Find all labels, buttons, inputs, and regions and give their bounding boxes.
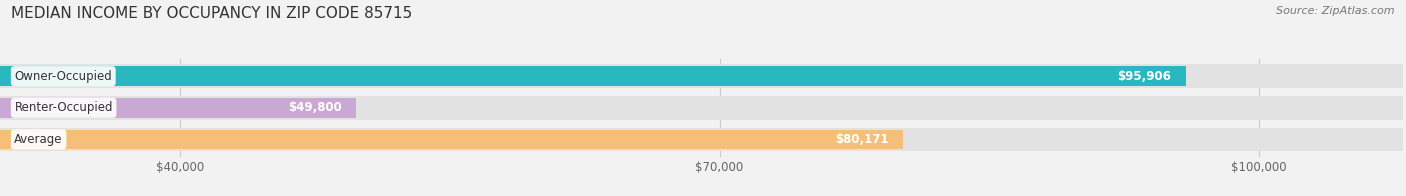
Text: Owner-Occupied: Owner-Occupied (14, 70, 112, 83)
Text: $49,800: $49,800 (288, 101, 342, 114)
Bar (0, 66, 1185, 86)
Bar (0, 130, 903, 149)
Text: Average: Average (14, 133, 63, 146)
Text: Source: ZipAtlas.com: Source: ZipAtlas.com (1277, 6, 1395, 16)
Text: $95,906: $95,906 (1118, 70, 1171, 83)
Bar (0, 128, 1403, 151)
Bar (0, 64, 1403, 88)
Bar (0, 96, 1403, 120)
Text: $80,171: $80,171 (835, 133, 889, 146)
Text: MEDIAN INCOME BY OCCUPANCY IN ZIP CODE 85715: MEDIAN INCOME BY OCCUPANCY IN ZIP CODE 8… (11, 6, 412, 21)
Bar (0, 98, 356, 118)
Text: Renter-Occupied: Renter-Occupied (14, 101, 112, 114)
